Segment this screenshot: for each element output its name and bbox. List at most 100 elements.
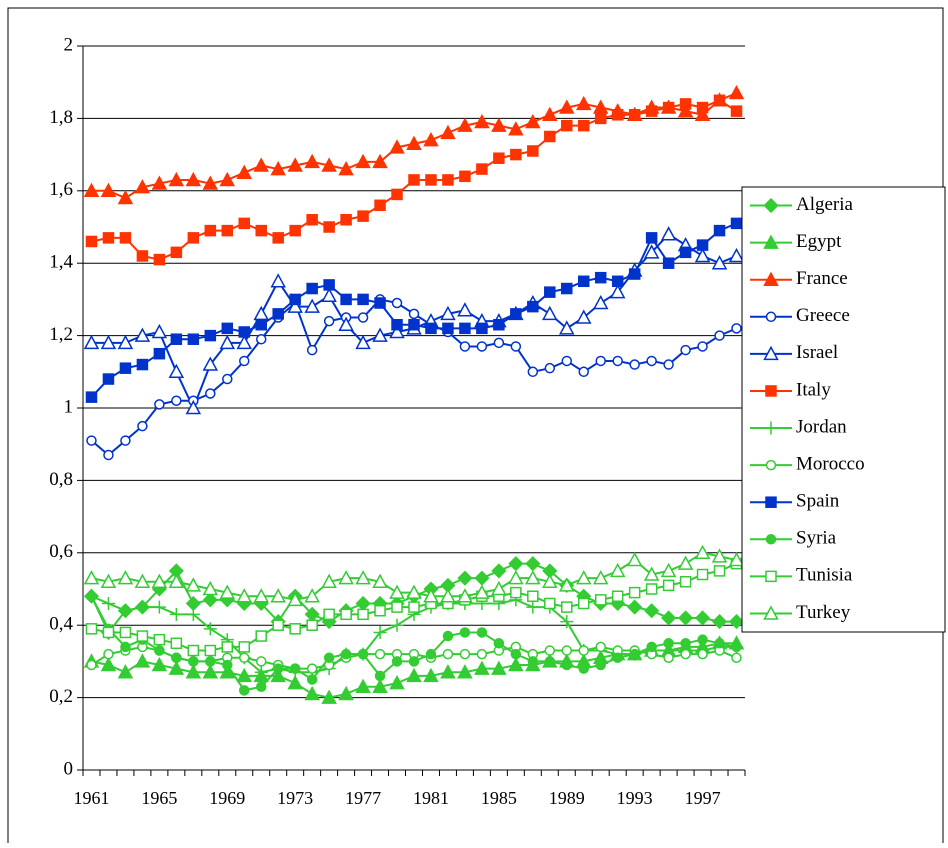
marker (544, 597, 556, 610)
marker (544, 362, 556, 374)
marker (323, 221, 335, 233)
marker (202, 356, 219, 371)
marker (694, 106, 711, 122)
marker (204, 644, 217, 657)
marker (185, 171, 202, 187)
marker (442, 648, 454, 660)
marker (763, 234, 779, 249)
marker (306, 663, 318, 674)
marker (321, 573, 337, 589)
marker (152, 600, 166, 614)
marker (221, 322, 234, 335)
marker (390, 618, 404, 632)
marker (714, 330, 725, 341)
marker (459, 170, 471, 183)
marker (731, 652, 742, 664)
marker (102, 626, 115, 639)
marker (169, 607, 183, 621)
y-tick-label: 1 (64, 396, 74, 417)
marker (254, 665, 268, 679)
marker (542, 573, 558, 589)
marker (711, 614, 728, 630)
x-tick-label: 1977 (345, 788, 381, 808)
legend-label: Israel (796, 342, 838, 363)
marker (510, 341, 522, 352)
marker (357, 210, 369, 222)
marker (86, 590, 97, 602)
marker (561, 282, 573, 295)
marker (171, 395, 182, 407)
marker (253, 588, 269, 603)
marker (374, 199, 386, 212)
marker (544, 645, 556, 656)
marker (323, 608, 335, 621)
marker (679, 246, 692, 259)
marker (205, 656, 216, 667)
marker (135, 600, 149, 614)
marker (765, 385, 777, 397)
marker (730, 105, 743, 117)
marker (626, 551, 643, 567)
marker (663, 359, 674, 370)
marker (459, 648, 471, 660)
marker (323, 652, 335, 664)
marker (660, 562, 677, 578)
marker (561, 601, 573, 613)
marker (765, 311, 777, 323)
marker (679, 98, 692, 110)
marker (527, 145, 539, 157)
marker (185, 577, 202, 592)
marker (680, 648, 691, 660)
marker (255, 681, 267, 692)
marker (136, 358, 149, 371)
marker (391, 601, 403, 613)
marker (357, 648, 369, 660)
marker (559, 320, 575, 335)
marker (338, 316, 354, 331)
marker (611, 590, 624, 602)
marker (153, 347, 166, 360)
x-tick-label: 1969 (209, 788, 245, 808)
marker (646, 355, 657, 367)
marker (391, 188, 403, 201)
marker (272, 232, 284, 244)
marker (457, 302, 473, 317)
marker (714, 638, 725, 649)
marker (474, 660, 490, 675)
marker (459, 341, 471, 352)
marker (525, 113, 541, 129)
marker (102, 232, 115, 244)
marker (592, 570, 609, 585)
marker (627, 599, 643, 615)
marker (474, 584, 490, 599)
marker (372, 678, 388, 693)
marker (408, 656, 420, 667)
marker (168, 171, 185, 187)
marker (153, 253, 166, 266)
marker (374, 648, 386, 660)
marker (323, 315, 335, 327)
marker (491, 563, 507, 579)
marker (185, 399, 202, 415)
marker (219, 584, 236, 599)
marker (508, 656, 524, 672)
marker (493, 152, 505, 164)
marker (644, 603, 660, 619)
legend-label: Greece (796, 305, 850, 326)
marker (255, 656, 267, 667)
marker (202, 580, 219, 596)
marker (272, 308, 284, 320)
marker (102, 373, 115, 385)
marker (476, 341, 488, 352)
marker (561, 645, 573, 656)
marker (527, 300, 539, 313)
marker (765, 459, 777, 471)
marker (763, 197, 779, 214)
marker (611, 109, 624, 121)
marker (340, 214, 352, 226)
marker (765, 496, 777, 508)
marker (561, 659, 573, 671)
marker (527, 366, 539, 378)
marker (239, 355, 250, 367)
legend-label: Turkey (796, 602, 851, 623)
